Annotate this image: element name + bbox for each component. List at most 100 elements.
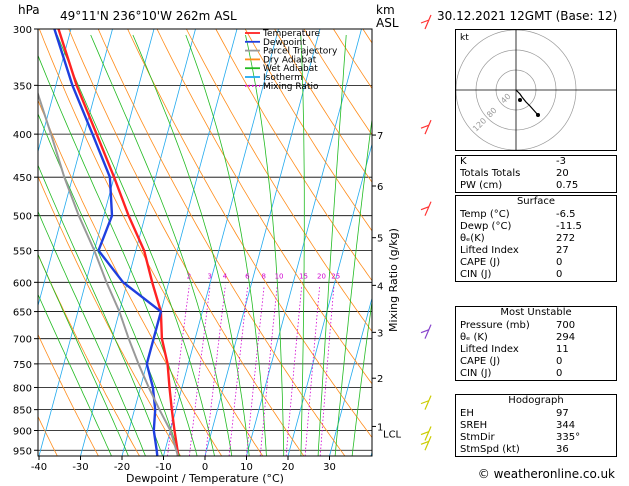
stat-label: StmSpd (kt): [460, 444, 520, 455]
stat-label: CIN (J): [460, 368, 492, 379]
stat-label: K: [460, 156, 467, 167]
dry-adiabat-line: [97, 29, 346, 456]
legend-label: Dry Adiabat: [263, 55, 317, 65]
km-tick-label: 2: [377, 374, 383, 385]
stat-label: StmDir: [460, 432, 495, 443]
pressure-tick-label: 800: [13, 383, 32, 394]
stat-label: Pressure (mb): [460, 320, 530, 331]
pressure-tick-label: 400: [13, 130, 32, 141]
stat-label: Lifted Index: [460, 245, 519, 256]
lcl-label: LCL: [383, 430, 402, 441]
mixing-ratio-axis-label: Mixing Ratio (g/kg): [387, 228, 400, 332]
temp-tick-label: -10: [155, 462, 171, 473]
temp-tick-label: 30: [323, 462, 336, 473]
temp-tick-label: 20: [282, 462, 295, 473]
parcel-trajectory-profile: [38, 90, 179, 456]
wet-adiabat-line: [185, 34, 267, 456]
wet-adiabat-line: [38, 112, 181, 456]
stat-value: 97: [556, 408, 569, 419]
wet-adiabat-line: [38, 210, 146, 456]
mixing-ratio-line: [304, 285, 321, 456]
wind-barb: [424, 201, 432, 216]
stat-label: CIN (J): [460, 269, 492, 280]
wind-barb-flag: [420, 430, 430, 436]
stat-value: 294: [556, 332, 576, 343]
km-tick-label: 5: [377, 234, 383, 245]
dry-adiabat-line: [274, 29, 372, 183]
mixing-ratio-line: [205, 285, 226, 456]
legend-label: Wet Adiabat: [263, 64, 318, 74]
dry-adiabat-line: [38, 29, 264, 456]
stat-value: 0: [556, 368, 563, 379]
dry-adiabat-line: [127, 29, 372, 439]
pressure-tick-label: 850: [13, 406, 32, 417]
dry-adiabat-line: [38, 99, 222, 456]
km-tick-label: 4: [377, 281, 383, 292]
storm-motion-point: [518, 98, 522, 102]
datetime-text: 30.12.2021 12GMT (Base: 12): [437, 9, 617, 23]
stat-row: Totals Totals 20: [456, 168, 616, 180]
stat-value: 335°: [556, 432, 581, 443]
mixing-ratio-line: [228, 285, 249, 456]
km-label: km: [376, 3, 395, 17]
km-tick-label: 6: [377, 182, 383, 193]
wet-adiabat-line: [132, 34, 250, 456]
hodograph-unit: kt: [460, 33, 469, 43]
wind-barb-flag: [420, 206, 430, 211]
mixing-ratio-label: 15: [299, 272, 308, 280]
mixing-ratio-label: 6: [245, 272, 250, 280]
stat-row: EH 97: [456, 408, 616, 420]
stat-row: SREH 344: [456, 420, 616, 432]
mixing-ratio-line: [285, 285, 303, 456]
mixing-ratio-line: [259, 285, 278, 456]
mixing-ratio-line: [246, 285, 265, 456]
stat-value: 27: [556, 245, 569, 256]
dry-adiabat-line: [215, 29, 372, 282]
mixing-ratio-line: [319, 285, 335, 456]
stat-value: 11: [556, 344, 569, 355]
wet-adiabat-line: [38, 253, 129, 456]
wind-barb: [424, 436, 432, 451]
copyright-text[interactable]: © weatheronline.co.uk: [477, 467, 615, 481]
mixing-ratio-label: 2: [187, 272, 191, 280]
wind-barbs: [420, 14, 432, 451]
wet-adiabat-line: [245, 34, 285, 456]
stat-value: 0: [556, 356, 563, 367]
wet-adiabat-line: [334, 116, 372, 456]
profiles: [38, 29, 180, 456]
wind-barb: [424, 426, 432, 441]
stat-label: Totals Totals: [460, 168, 521, 179]
stat-row: CIN (J) 0: [456, 269, 616, 281]
stat-row: StmSpd (kt) 36: [456, 444, 616, 456]
isotherm-line: [329, 296, 372, 456]
pressure-tick-label: 600: [13, 278, 32, 289]
stat-value: -3: [556, 156, 566, 167]
stat-row: K -3: [456, 156, 616, 168]
mixing-ratio-label: 4: [223, 272, 228, 280]
stat-label: Lifted Index: [460, 344, 519, 355]
stat-value: 700: [556, 320, 576, 331]
temp-tick-label: -20: [114, 462, 130, 473]
mixing-ratio-line: [167, 285, 190, 456]
temp-tick-label: -40: [31, 462, 47, 473]
wet-adiabat-line: [38, 54, 198, 456]
footer[interactable]: © weatheronline.co.uk: [478, 467, 615, 481]
stat-value: 0: [556, 269, 563, 280]
dry-adiabat-line: [186, 29, 372, 333]
pressure-tick-label: 450: [13, 173, 32, 184]
wet-adiabat-line: [300, 34, 305, 456]
stat-row: Temp (°C) -6.5: [456, 209, 616, 221]
legend-label: Temperature: [262, 29, 320, 39]
temp-tick-label: 0: [202, 462, 208, 473]
stat-label: Dewp (°C): [460, 221, 512, 232]
isotherm-line: [38, 29, 155, 456]
stat-value: 20: [556, 168, 569, 179]
km-tick-label: 3: [377, 328, 383, 339]
most-unstable-panel: Most Unstable Pressure (mb) 700 θₑ (K) 294 L…: [455, 306, 617, 381]
mixing-ratio-label: 3: [207, 272, 211, 280]
dry-adiabat-line: [38, 333, 99, 456]
stat-label: θₑ (K): [460, 332, 488, 343]
isotherm-line: [204, 29, 321, 456]
